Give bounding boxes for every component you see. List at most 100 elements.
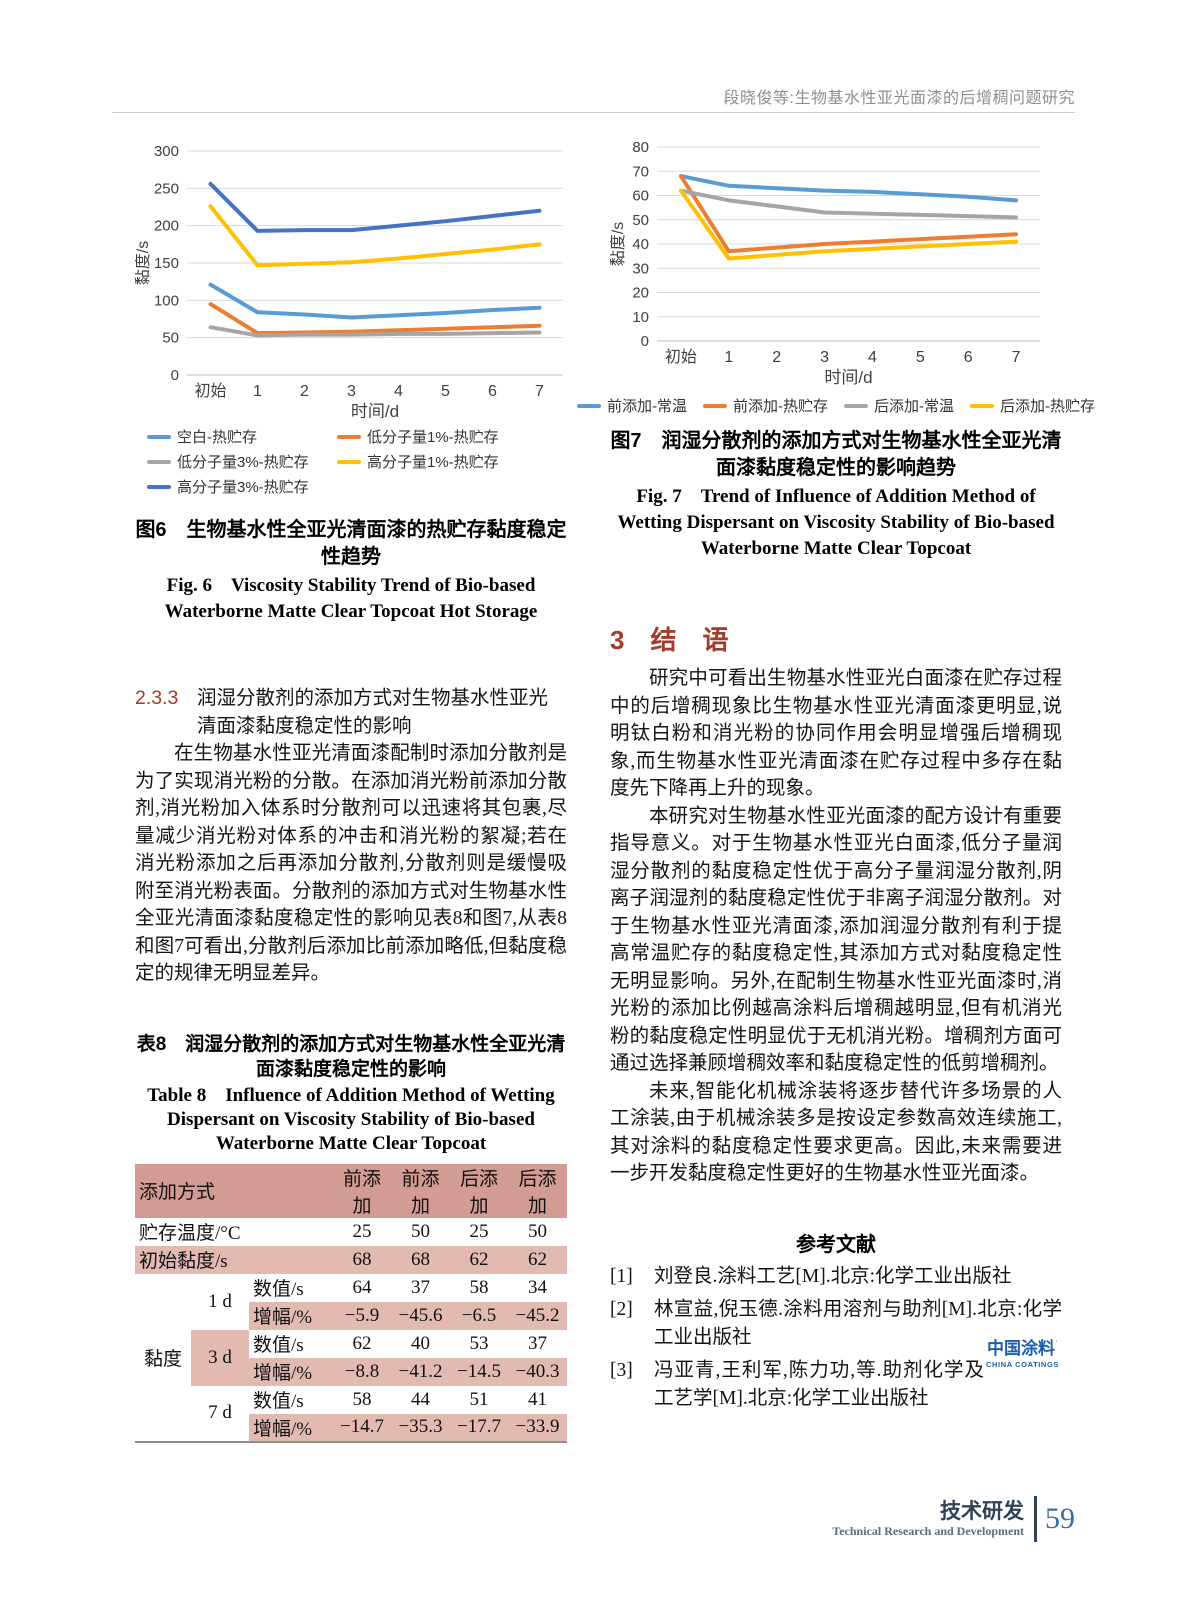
table-header-cell: 添加方式 bbox=[135, 1163, 333, 1218]
legend-color-dash-icon bbox=[147, 434, 171, 439]
table8-caption-en: Table 8 Influence of Addition Method of … bbox=[147, 1084, 555, 1154]
table-cell: 58 bbox=[352, 1388, 372, 1410]
legend-item: 后添加-热贮存 bbox=[970, 395, 1095, 416]
table-row: 贮存温度/°C 25 50 25 50 bbox=[135, 1218, 567, 1246]
section-3-title: 结 语 bbox=[650, 625, 729, 655]
section-233-heading: 2.3.3 润湿分散剂的添加方式对生物基水性亚光清面漆黏度稳定性的影响 bbox=[135, 685, 567, 740]
footer-section-labels: 技术研发 Technical Research and Development bbox=[832, 1500, 1024, 1538]
row-label: 数值/s bbox=[253, 1279, 304, 1300]
legend-item: 高分子量3%-热贮存 bbox=[147, 476, 337, 497]
legend-label: 高分子量3%-热贮存 bbox=[177, 479, 309, 496]
svg-text:1: 1 bbox=[253, 383, 262, 400]
table-cell: 53 bbox=[469, 1332, 489, 1354]
svg-text:7: 7 bbox=[535, 383, 544, 400]
table-cell: 62 bbox=[508, 1245, 567, 1274]
row-label: 增幅/% bbox=[249, 1357, 333, 1386]
svg-text:2: 2 bbox=[772, 349, 781, 366]
conclusion-paragraph-1: 研究中可看出生物基水性亚光白面漆在贮存过程中的后增稠现象比生物基水性亚光清面漆更… bbox=[610, 668, 1062, 799]
table-header-cell: 后添加 bbox=[508, 1163, 567, 1218]
reference-number: [1] bbox=[610, 1265, 633, 1287]
table-cell: −33.9 bbox=[508, 1413, 567, 1442]
table-cell: −35.3 bbox=[391, 1413, 450, 1442]
table-row: 增幅/% −5.9 −45.6 −6.5 −45.2 bbox=[135, 1301, 567, 1330]
legend-label: 空白-热贮存 bbox=[177, 429, 257, 446]
svg-text:50: 50 bbox=[162, 330, 179, 347]
table-cell: −17.7 bbox=[450, 1413, 508, 1442]
logo-trademark-tick: ˈ bbox=[1054, 1339, 1058, 1349]
table-cell: −8.8 bbox=[333, 1357, 391, 1386]
page-footer: 技术研发 Technical Research and Development … bbox=[832, 1496, 1075, 1542]
svg-text:5: 5 bbox=[916, 349, 925, 366]
reference-number: [2] bbox=[610, 1299, 633, 1320]
legend-item: 前添加-热贮存 bbox=[703, 395, 828, 416]
day-label: 1 d bbox=[208, 1290, 232, 1312]
legend-color-dash-icon bbox=[970, 403, 994, 408]
references-heading: 参考文献 bbox=[796, 1233, 876, 1256]
table-row: 增幅/% −14.7 −35.3 −17.7 −33.9 bbox=[135, 1413, 567, 1442]
legend-color-dash-icon bbox=[577, 403, 601, 408]
figure6-caption-zh: 图6 生物基水性全亚光清面漆的热贮存黏度稳定性趋势 bbox=[135, 519, 567, 568]
legend-color-dash-icon bbox=[703, 403, 727, 408]
table-cell: 68 bbox=[333, 1245, 391, 1274]
legend-color-dash-icon bbox=[337, 434, 361, 439]
row-label: 增幅/% bbox=[249, 1413, 333, 1442]
day-label: 7 d bbox=[208, 1402, 232, 1423]
conclusion-paragraph-3: 未来,智能化机械涂装将逐步替代许多场景的人工涂装,由于机械涂装多是按设定参数高效… bbox=[610, 1080, 1062, 1185]
table-row: 黏度 1 d 数值/s 64 37 58 34 bbox=[135, 1274, 567, 1370]
table-cell: 68 bbox=[391, 1245, 450, 1274]
svg-text:40: 40 bbox=[632, 236, 649, 253]
reference-text: 刘登良.涂料工艺[M].北京:化学工业出版社 bbox=[654, 1265, 1012, 1287]
figure7-caption-en: Fig. 7 Trend of Influence of Addition Me… bbox=[617, 486, 1055, 559]
svg-text:初始: 初始 bbox=[194, 382, 226, 400]
table-cell: 62 bbox=[352, 1332, 372, 1354]
table-cell: −6.5 bbox=[450, 1301, 508, 1330]
legend-label: 后添加-热贮存 bbox=[1000, 398, 1095, 415]
logo-text-zh: 中国涂料 bbox=[986, 1339, 1055, 1358]
svg-text:0: 0 bbox=[171, 367, 179, 384]
svg-text:30: 30 bbox=[632, 260, 649, 277]
svg-text:7: 7 bbox=[1012, 349, 1021, 366]
legend-color-dash-icon bbox=[337, 459, 361, 464]
table-cell: 40 bbox=[411, 1332, 430, 1354]
conclusion-paragraph-2: 本研究对生物基水性亚光面漆的配方设计有重要指导意义。对于生物基水性亚光白面漆,低… bbox=[610, 805, 1062, 1075]
legend-label: 后添加-常温 bbox=[874, 398, 954, 415]
logo-text-en: CHINA COATINGS bbox=[986, 1360, 1059, 1369]
group-label: 黏度 bbox=[143, 1348, 182, 1370]
table-row: 增幅/% −8.8 −41.2 −14.5 −40.3 bbox=[135, 1357, 567, 1386]
table8: 添加方式 前添加 前添加 后添加 后添加 贮存温度/°C 25 50 25 50… bbox=[135, 1163, 567, 1443]
table-cell: 37 bbox=[528, 1332, 547, 1354]
table-cell: 62 bbox=[450, 1245, 508, 1274]
reference-text: 林宣益,倪玉德.涂料用溶剂与助剂[M].北京:化学工业出版社 bbox=[654, 1299, 1062, 1348]
svg-text:5: 5 bbox=[441, 383, 450, 400]
svg-text:时间/d: 时间/d bbox=[824, 368, 872, 385]
row-label: 数值/s bbox=[253, 1335, 304, 1356]
svg-text:20: 20 bbox=[632, 285, 649, 302]
svg-text:200: 200 bbox=[154, 218, 179, 235]
table-cell: −14.5 bbox=[450, 1357, 508, 1386]
legend-item: 低分子量3%-热贮存 bbox=[147, 451, 337, 472]
table-cell: 37 bbox=[411, 1276, 430, 1298]
legend-item: 后添加-常温 bbox=[844, 395, 954, 416]
table-header-cell: 后添加 bbox=[450, 1163, 508, 1218]
svg-text:80: 80 bbox=[632, 139, 649, 156]
reference-text: 冯亚青,王利军,陈力功,等.助剂化学及工艺学[M].北京:化学工业出版社 bbox=[654, 1360, 984, 1409]
table-header-cell: 前添加 bbox=[333, 1163, 391, 1218]
table-cell: 44 bbox=[411, 1388, 430, 1410]
svg-text:250: 250 bbox=[154, 180, 179, 197]
legend-color-dash-icon bbox=[147, 459, 171, 464]
table-cell: −41.2 bbox=[391, 1357, 450, 1386]
legend-label: 低分子量3%-热贮存 bbox=[177, 454, 309, 471]
legend-color-dash-icon bbox=[844, 403, 868, 408]
section-3-number: 3 bbox=[610, 625, 625, 655]
svg-text:60: 60 bbox=[632, 188, 649, 205]
figure6-legend: 空白-热贮存 低分子量1%-热贮存 低分子量3%-热贮存 高分子量1%-热贮存 高分子量… bbox=[135, 426, 567, 497]
legend-color-dash-icon bbox=[147, 484, 171, 489]
legend-label: 前添加-常温 bbox=[607, 398, 687, 415]
footer-section-zh: 技术研发 bbox=[940, 1500, 1024, 1523]
table-cell: −5.9 bbox=[333, 1301, 391, 1330]
figure7-chart: 0 10 20 30 40 50 60 70 80 初始 1 2 3 4 5 6 7 时间/d 黏度/s bbox=[610, 133, 1062, 385]
figure7-legend: 前添加-常温 前添加-热贮存 后添加-常温 后添加-热贮存 bbox=[577, 395, 1095, 416]
svg-text:2: 2 bbox=[300, 383, 309, 400]
legend-item: 空白-热贮存 bbox=[147, 426, 337, 447]
